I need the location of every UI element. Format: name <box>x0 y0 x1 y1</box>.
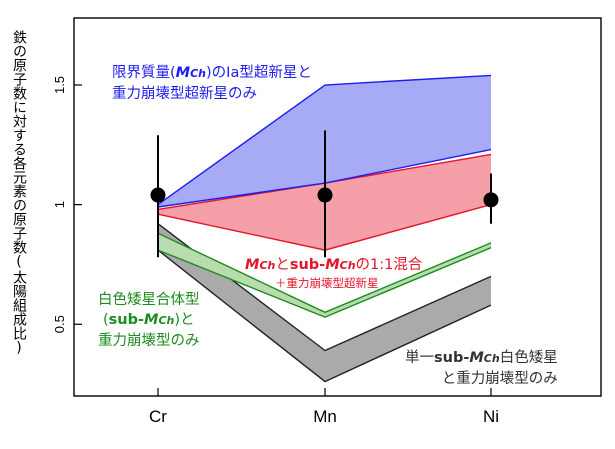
y-tick-label-0.5: 0.5 <box>52 315 67 333</box>
x-tick-label-Cr: Cr <box>149 407 167 426</box>
ann-chand-text-a: 限界質量( <box>112 65 176 81</box>
band-merger-lower-line <box>157 247 492 318</box>
band-merger-upper-line <box>157 232 492 314</box>
ann-mix-sub: sub- <box>289 257 326 273</box>
ann-merger-line3: 重力崩壊型のみ <box>98 333 200 349</box>
data-point-Cr <box>150 187 166 203</box>
data-point-Ni <box>483 192 499 208</box>
band-single <box>158 223 491 382</box>
ann-mix-m2: M <box>325 257 340 273</box>
ann-single-line2: と重力崩壊型のみ <box>441 371 558 387</box>
ann-mix-to: と <box>275 257 290 273</box>
ann-single-sub: sub- <box>434 350 470 366</box>
x-tick-label-Mn: Mn <box>313 407 337 426</box>
ann-merger-paren-a: ( <box>102 312 109 328</box>
band-chand-upper-line <box>157 74 492 206</box>
ann-mix-ch: Ch <box>259 259 276 272</box>
plot-frame <box>73 17 602 397</box>
annotation-single: 単一sub-MCh白色矮星 と重力崩壊型のみ <box>405 348 558 389</box>
ann-chand-m: M <box>175 65 191 81</box>
annotation-merger: 白色矮星合体型 (sub-MCh)と 重力崩壊型のみ <box>98 290 200 351</box>
axes-layer: Cr Mn Ni 0.5 1 1.5 <box>52 76 499 426</box>
ann-single-ch: Ch <box>483 352 500 365</box>
ann-merger-line1: 白色矮星合体型 <box>98 292 200 308</box>
ann-merger-paren-b: )と <box>174 312 195 328</box>
ann-single-a: 単一 <box>405 350 434 366</box>
ann-merger-m: M <box>144 312 159 328</box>
ann-chand-line2: 重力崩壊型超新星のみ <box>112 86 257 102</box>
ann-chand-ch: Ch <box>190 67 207 80</box>
ann-single-m: M <box>469 350 484 366</box>
x-tick-label-Ni: Ni <box>483 407 499 426</box>
ann-mix-ch2: Ch <box>339 259 356 272</box>
annotation-mix: MChとsub-MChの1:1混合 ＋重力崩壊型超新星 <box>245 255 422 290</box>
ann-single-b: 白色矮星 <box>499 350 558 366</box>
annotation-chandrasekhar: 限界質量(MCh)のIa型超新星と 重力崩壊型超新星のみ <box>112 63 312 104</box>
ann-mix-tail: の1:1混合 <box>355 257 423 273</box>
ann-mix-m: M <box>245 257 260 273</box>
ann-merger-sub: sub- <box>108 312 144 328</box>
y-tick-label-1: 1 <box>52 201 67 208</box>
ann-merger-ch: Ch <box>158 314 175 327</box>
ann-chand-text-b: )のIa型超新星と <box>206 65 312 81</box>
y-tick-label-1.5: 1.5 <box>52 76 67 94</box>
ann-mix-line2: ＋重力崩壊型超新星 <box>275 276 379 290</box>
y-axis-title: 鉄の原子数に対する各元素の原子数(太陽組成比) <box>11 30 27 356</box>
data-point-Mn <box>317 187 333 203</box>
observations-layer <box>150 130 499 258</box>
band-single-lower-line <box>157 249 492 383</box>
